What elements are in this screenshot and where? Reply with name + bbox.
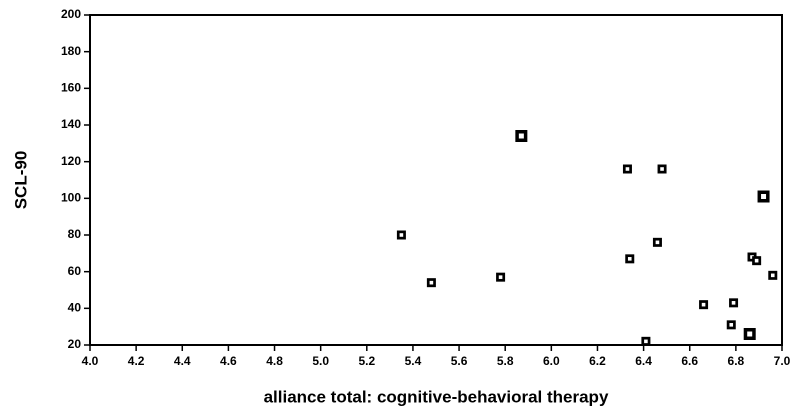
y-tick-label: 100 xyxy=(61,191,81,205)
x-tick-label: 5.2 xyxy=(358,354,375,368)
point xyxy=(657,164,667,174)
y-tick-label: 40 xyxy=(68,301,82,315)
y-tick-label: 20 xyxy=(68,337,82,351)
point xyxy=(768,270,778,280)
y-tick-label: 80 xyxy=(68,227,82,241)
x-tick-label: 6.0 xyxy=(543,354,560,368)
x-tick-label: 6.2 xyxy=(589,354,606,368)
point xyxy=(752,256,762,266)
y-tick-label: 140 xyxy=(61,117,81,131)
point xyxy=(729,298,739,308)
x-tick-label: 4.0 xyxy=(82,354,99,368)
point xyxy=(625,254,635,264)
point xyxy=(726,320,736,330)
x-tick-label: 6.8 xyxy=(728,354,745,368)
point xyxy=(515,130,528,142)
point xyxy=(426,278,436,288)
y-axis-title: SCL-90 xyxy=(11,151,30,210)
x-tick-label: 7.0 xyxy=(774,354,791,368)
x-tick-label: 5.0 xyxy=(312,354,329,368)
x-tick-label: 5.4 xyxy=(405,354,422,368)
x-tick-label: 4.4 xyxy=(174,354,191,368)
point xyxy=(496,272,506,282)
x-tick-label: 4.2 xyxy=(128,354,145,368)
y-tick-label: 160 xyxy=(61,81,81,95)
point xyxy=(743,328,756,340)
x-tick-label: 6.4 xyxy=(635,354,652,368)
point xyxy=(699,300,709,310)
point xyxy=(652,237,662,247)
point xyxy=(396,230,406,240)
x-tick-label: 5.6 xyxy=(451,354,468,368)
point xyxy=(622,164,632,174)
y-tick-label: 120 xyxy=(61,154,81,168)
x-axis-title: alliance total: cognitive-behavioral the… xyxy=(264,387,609,406)
x-tick-label: 4.8 xyxy=(266,354,283,368)
point xyxy=(641,336,651,346)
y-tick-label: 180 xyxy=(61,44,81,58)
x-tick-label: 4.6 xyxy=(220,354,237,368)
point xyxy=(757,190,770,203)
y-tick-label: 60 xyxy=(68,264,82,278)
x-tick-label: 5.8 xyxy=(497,354,514,368)
plot-frame xyxy=(89,14,783,346)
y-tick-label: 200 xyxy=(61,7,81,21)
point xyxy=(747,252,757,262)
x-tick-label: 6.6 xyxy=(681,354,698,368)
